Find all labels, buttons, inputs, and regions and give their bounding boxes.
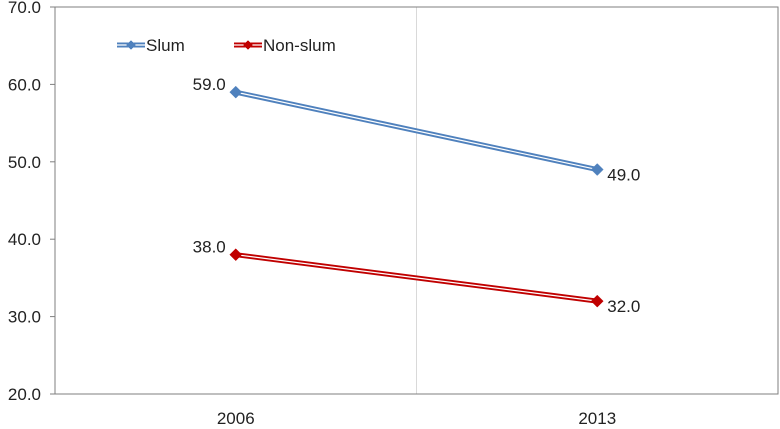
x-tick-label: 2006 [217, 409, 255, 424]
data-label: 32.0 [607, 297, 640, 316]
y-tick-label: 40.0 [8, 230, 41, 249]
series-line-slum-inner [235, 91, 598, 171]
series-marker-non-slum [590, 294, 604, 308]
plot-border [54, 6, 779, 395]
x-tick-label: 2013 [578, 409, 616, 424]
series-marker-slum [229, 85, 243, 99]
series-line-non-slum-inner [235, 254, 598, 302]
y-tick-label: 60.0 [8, 75, 41, 94]
legend-swatch-marker-non-slum [243, 40, 253, 50]
data-label: 59.0 [193, 75, 226, 94]
y-tick-label: 30.0 [8, 308, 41, 327]
y-tick-label: 20.0 [8, 385, 41, 404]
series-marker-slum [590, 163, 604, 176]
legend-label-slum: Slum [146, 36, 185, 55]
series-marker-non-slum [229, 248, 243, 262]
data-label: 38.0 [193, 238, 226, 257]
y-tick-label: 50.0 [8, 153, 41, 172]
legend-label-non-slum: Non-slum [263, 36, 336, 55]
legend-swatch-marker-slum [126, 40, 136, 50]
y-tick-label: 70.0 [8, 0, 41, 17]
data-label: 49.0 [607, 166, 640, 185]
